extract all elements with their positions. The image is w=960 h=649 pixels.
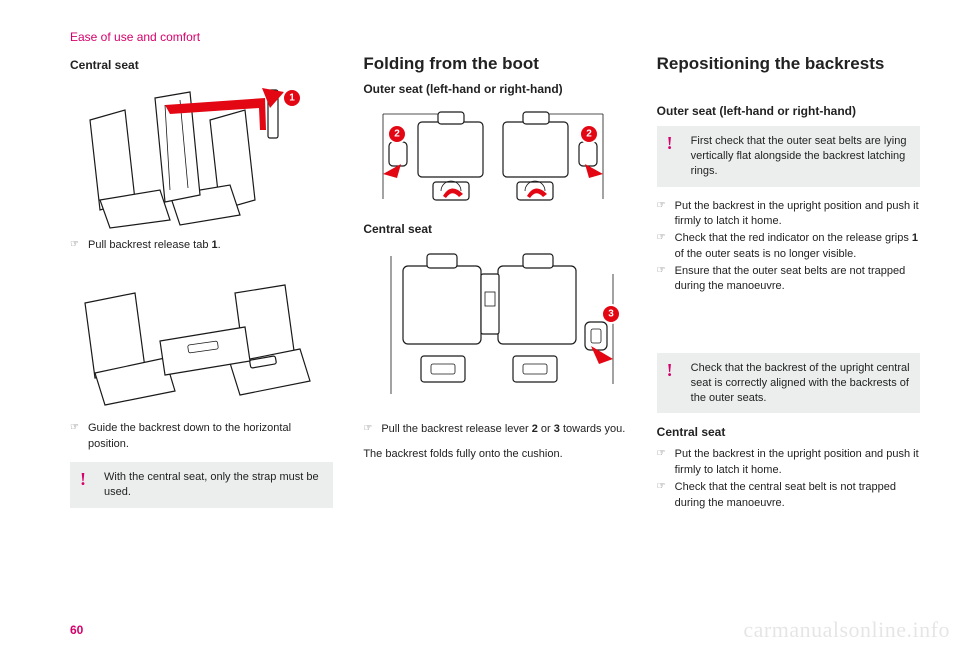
col3-bullets-central: Put the backrest in the upright position… xyxy=(657,447,920,511)
illustration-boot-outer: 2 2 xyxy=(363,104,623,214)
manual-page: Ease of use and comfort Central seat xyxy=(0,0,960,649)
illustration-central-seat-tab: 1 xyxy=(70,80,330,230)
bullet-guide-down: Guide the backrest down to the horizonta… xyxy=(70,421,333,452)
illustration-boot-central: 3 xyxy=(363,244,623,414)
warning-text: First check that the outer seat belts ar… xyxy=(691,135,907,177)
t: Check that the red indicator on the rele… xyxy=(675,232,912,244)
page-number: 60 xyxy=(70,623,83,637)
col3-heading: Repositioning the backrests xyxy=(657,54,920,74)
bullet-check-indicator: Check that the red indicator on the rele… xyxy=(657,231,920,262)
text-end: . xyxy=(218,239,221,251)
svg-text:2: 2 xyxy=(395,129,401,140)
bullet-c-check: Check that the central seat belt is not … xyxy=(657,480,920,511)
col2-outer-heading: Outer seat (left-hand or right-hand) xyxy=(363,82,626,96)
col2-bullets: Pull the backrest release lever 2 or 3 t… xyxy=(363,422,626,437)
col1-bullets-1: Pull backrest release tab 1. xyxy=(70,238,333,253)
col3-central-heading: Central seat xyxy=(657,425,920,439)
exclamation-icon: ! xyxy=(667,134,673,152)
t2: or xyxy=(538,423,554,435)
col1-bullets-2: Guide the backrest down to the horizonta… xyxy=(70,421,333,452)
exclamation-icon: ! xyxy=(80,470,86,488)
warning-belts: ! First check that the outer seat belts … xyxy=(657,126,920,187)
tb: 1 xyxy=(912,232,918,244)
bullet-ensure: Ensure that the outer seat belts are not… xyxy=(657,264,920,295)
section-label: Ease of use and comfort xyxy=(70,30,920,44)
col3-outer-heading: Outer seat (left-hand or right-hand) xyxy=(657,104,920,118)
column-2: Folding from the boot Outer seat (left-h… xyxy=(363,54,626,521)
svg-text:1: 1 xyxy=(289,93,295,104)
bullet-pull-tab: Pull backrest release tab 1. xyxy=(70,238,333,253)
text: Pull backrest release tab xyxy=(88,239,212,251)
content-columns: Central seat xyxy=(70,54,920,521)
t2: of the outer seats is no longer visible. xyxy=(675,248,857,260)
t3: towards you. xyxy=(560,423,625,435)
column-1: Central seat xyxy=(70,54,333,521)
warning-strap: ! With the central seat, only the strap … xyxy=(70,462,333,508)
bullet-upright: Put the backrest in the upright position… xyxy=(657,199,920,230)
warning-text: With the central seat, only the strap mu… xyxy=(104,471,319,498)
col2-central-heading: Central seat xyxy=(363,222,626,236)
col2-heading: Folding from the boot xyxy=(363,54,626,74)
exclamation-icon: ! xyxy=(667,361,673,379)
svg-text:3: 3 xyxy=(609,309,615,320)
column-3: Repositioning the backrests Outer seat (… xyxy=(657,54,920,521)
svg-text:2: 2 xyxy=(587,129,593,140)
watermark: carmanualsonline.info xyxy=(743,617,950,643)
t: Pull the backrest release lever xyxy=(381,423,531,435)
bullet-lever: Pull the backrest release lever 2 or 3 t… xyxy=(363,422,626,437)
col3-bullets-outer: Put the backrest in the upright position… xyxy=(657,199,920,295)
col1-central-seat-heading: Central seat xyxy=(70,58,333,72)
warning-text: Check that the backrest of the upright c… xyxy=(691,362,910,404)
plain-folds: The backrest folds fully onto the cushio… xyxy=(363,447,626,462)
warning-aligned: ! Check that the backrest of the upright… xyxy=(657,353,920,414)
illustration-central-seat-folded xyxy=(70,263,330,413)
bullet-c-upright: Put the backrest in the upright position… xyxy=(657,447,920,478)
